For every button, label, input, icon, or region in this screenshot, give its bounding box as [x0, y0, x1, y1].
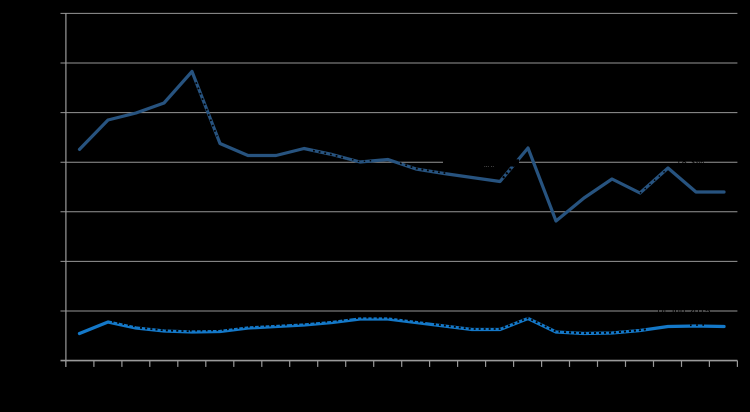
svg-text:14 Jun 2015: 14 Jun 2015 — [655, 307, 710, 318]
svg-text:18.3%: 18.3% — [676, 158, 704, 169]
svg-text:... ..: ... .. — [484, 163, 494, 169]
